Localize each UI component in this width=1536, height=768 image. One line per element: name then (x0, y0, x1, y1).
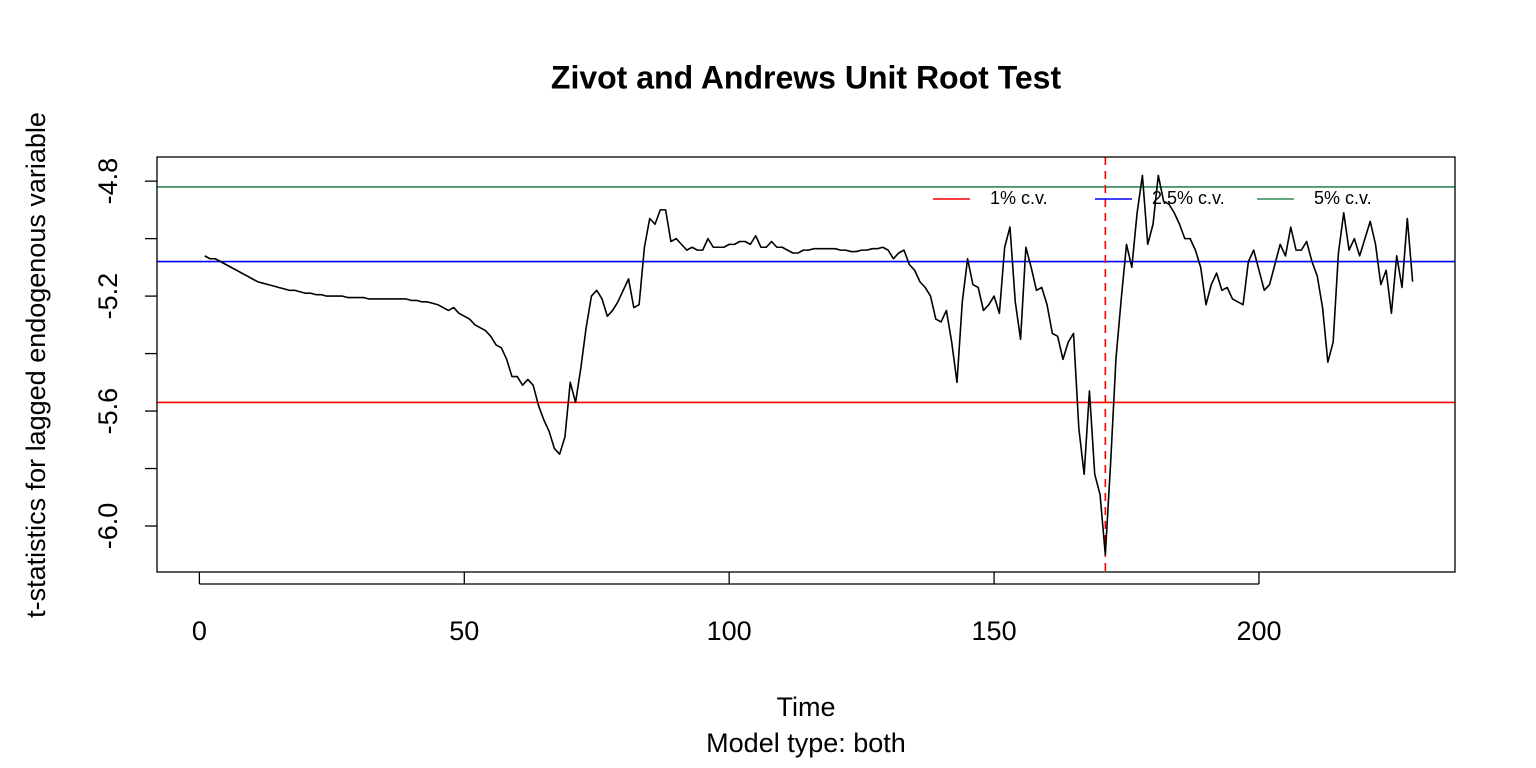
x-axis-label: Time (777, 692, 836, 722)
legend-label: 1% c.v. (990, 188, 1048, 208)
x-tick-label: 200 (1236, 616, 1281, 646)
legend-label: 2.5% c.v. (1152, 188, 1225, 208)
chart-title: Zivot and Andrews Unit Root Test (551, 59, 1062, 95)
y-axis-label: t-statistics for lagged endogenous varia… (21, 112, 51, 618)
plot-frame (156, 156, 1456, 573)
x-tick-label: 150 (972, 616, 1017, 646)
y-tick-label: -5.6 (93, 388, 123, 435)
y-tick-label: -5.2 (93, 273, 123, 320)
y-tick-label: -6.0 (93, 503, 123, 550)
x-tick-label: 100 (707, 616, 752, 646)
x-tick-label: 0 (192, 616, 207, 646)
y-tick-label: -4.8 (93, 158, 123, 205)
legend-label: 5% c.v. (1314, 188, 1372, 208)
x-tick-label: 50 (449, 616, 479, 646)
series-line (204, 174, 1414, 556)
chart-subtitle: Model type: both (706, 728, 906, 758)
